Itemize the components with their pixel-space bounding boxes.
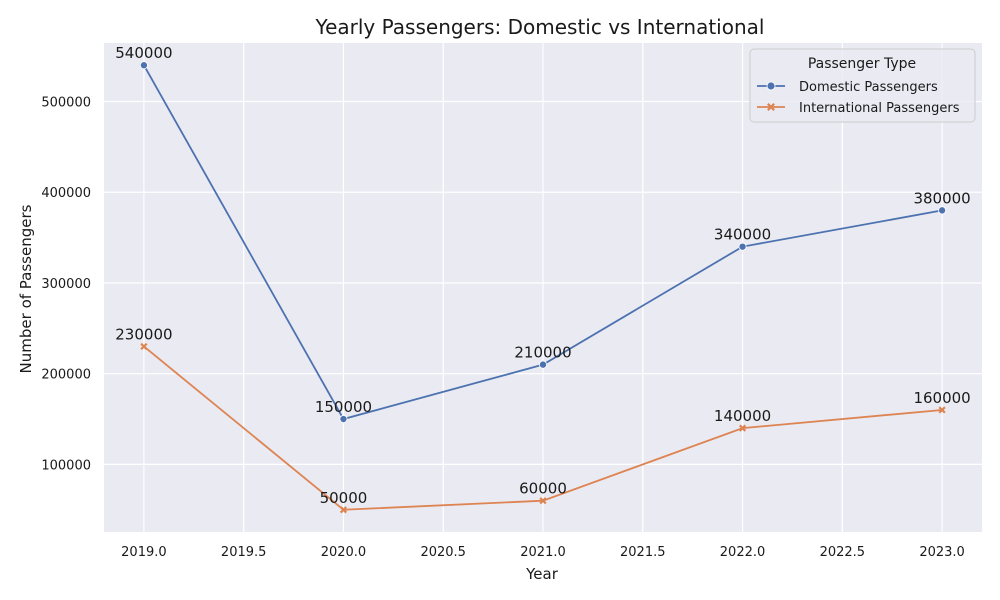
legend-entries: Domestic Passengers International Passeng… xyxy=(757,80,960,116)
international-passengers-data-label: 60000 xyxy=(519,480,567,498)
grid xyxy=(104,43,982,532)
y-tick-label: 100000 xyxy=(41,458,91,473)
y-tick-label: 300000 xyxy=(41,277,91,292)
domestic-passengers-point xyxy=(738,242,747,251)
legend-title: Passenger Type xyxy=(808,56,916,72)
international-passengers-point xyxy=(938,406,946,414)
x-tick-label: 2022.5 xyxy=(820,545,866,560)
chart-title: Yearly Passengers: Domestic vs Internati… xyxy=(315,15,765,39)
x-tick-label: 2020.5 xyxy=(420,545,466,560)
legend-label: Domestic Passengers xyxy=(799,80,938,95)
marker-stroke xyxy=(539,497,547,505)
ticks: 2019.0 2019.5 2020.0 2020.5 2021.0 2021.5 2022… xyxy=(41,96,964,560)
marker-stroke xyxy=(738,424,747,432)
x-tick-label: 2020.0 xyxy=(321,545,367,560)
x-tick-label: 2022.0 xyxy=(720,545,766,560)
x-tick-label: 2019.0 xyxy=(121,545,167,560)
y-tick-label: 400000 xyxy=(41,186,91,201)
x-tick-label: 2021.5 xyxy=(620,545,666,560)
y-tick-label: 200000 xyxy=(41,368,91,383)
legend-label: International Passengers xyxy=(799,101,960,116)
domestic-passengers-data-label: 380000 xyxy=(913,189,970,207)
marker-stroke xyxy=(767,103,775,111)
data-labels: 540000 150000 210000 340000 380000 230000 5000… xyxy=(115,44,970,507)
domestic-passengers-data-label: 210000 xyxy=(514,344,571,362)
x-tick-label: 2021.0 xyxy=(520,545,566,560)
x-tick-label: 2023.0 xyxy=(919,545,965,560)
legend-entry-international-passengers: International Passengers xyxy=(757,101,960,116)
legend-marker xyxy=(767,103,775,111)
marker-stroke xyxy=(140,342,148,351)
international-passengers-point xyxy=(539,497,547,505)
y-tick-label: 500000 xyxy=(41,96,91,111)
legend-box xyxy=(749,48,976,123)
x-axis-label: Year xyxy=(525,565,559,583)
domestic-passengers-data-label: 150000 xyxy=(315,398,372,416)
y-axis-label: Number of Passengers xyxy=(17,204,35,373)
domestic-passengers-point xyxy=(539,360,548,369)
marker-stroke xyxy=(938,406,946,414)
domestic-passengers-data-label: 340000 xyxy=(714,226,771,244)
international-passengers-data-label: 140000 xyxy=(714,407,771,425)
international-passengers-point xyxy=(738,424,747,432)
international-passengers-data-label: 230000 xyxy=(115,325,172,343)
domestic-passengers-point xyxy=(139,61,148,70)
legend: Passenger Type Domestic Passengers Intern… xyxy=(749,48,976,123)
x-tick-label: 2019.5 xyxy=(221,545,267,560)
marker-stroke xyxy=(339,506,348,514)
domestic-passengers-point xyxy=(938,206,947,215)
international-passengers-data-label: 50000 xyxy=(320,489,368,507)
international-passengers-point xyxy=(339,506,348,514)
series-layer xyxy=(139,61,947,514)
legend-entry-domestic-passengers: Domestic Passengers xyxy=(757,80,938,95)
domestic-passengers-point xyxy=(339,415,348,424)
international-passengers-data-label: 160000 xyxy=(913,389,970,407)
international-passengers-point xyxy=(140,342,148,351)
legend-marker xyxy=(766,81,776,91)
domestic-passengers-data-label: 540000 xyxy=(115,44,172,62)
